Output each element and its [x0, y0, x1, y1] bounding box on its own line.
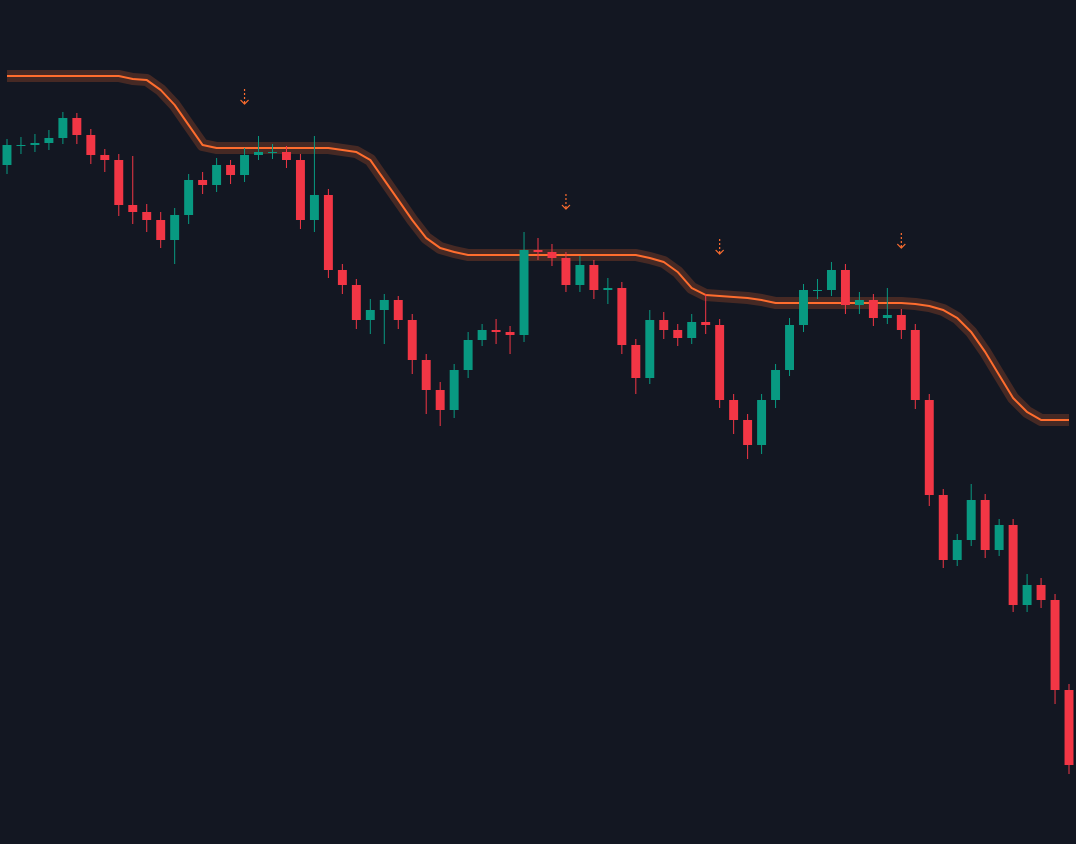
candle-body — [589, 265, 599, 290]
candle-body — [505, 332, 515, 335]
candle-body — [533, 250, 543, 252]
signal-arrow-head — [715, 249, 725, 255]
candle-body — [575, 265, 585, 285]
candle-body — [212, 165, 222, 185]
candle-body — [491, 330, 501, 332]
candle-body — [617, 288, 627, 345]
signal-arrow-head — [240, 99, 249, 105]
signal-arrow-head — [561, 204, 571, 210]
candle-body — [757, 400, 767, 445]
candle-body — [198, 180, 208, 185]
candle-body — [128, 205, 138, 212]
candle-body — [715, 325, 725, 400]
candle-body — [729, 400, 739, 420]
candle-body — [100, 155, 110, 160]
candle-body — [659, 320, 669, 330]
candle-body — [30, 143, 40, 145]
candle-body — [184, 180, 194, 215]
candle-body — [1064, 690, 1074, 765]
candle-body — [701, 322, 711, 325]
candle-body — [379, 300, 389, 310]
candle-body — [1022, 585, 1032, 605]
candle-body — [477, 330, 487, 340]
candle-body — [952, 540, 962, 560]
candle-body — [799, 290, 808, 325]
candle-body — [785, 325, 795, 370]
candle-body — [771, 370, 781, 400]
candle-body — [938, 495, 948, 560]
candle-body — [813, 290, 822, 291]
candle-body — [854, 300, 864, 305]
candle-body — [882, 315, 892, 318]
candle-body — [449, 370, 459, 410]
candle-body — [1008, 525, 1018, 605]
candle-body — [295, 160, 305, 220]
signal-arrow — [715, 239, 725, 255]
signal-arrow — [561, 194, 571, 210]
candle-body — [58, 118, 68, 138]
candle-body — [365, 310, 375, 320]
candle-body — [743, 420, 753, 445]
candle-body — [114, 160, 124, 205]
candle-body — [966, 500, 976, 540]
candle-body — [421, 360, 431, 390]
signal-arrow — [240, 89, 249, 105]
signal-arrow — [896, 233, 906, 249]
candle-body — [86, 135, 96, 155]
candle-body — [435, 390, 445, 410]
candle-body — [281, 152, 291, 160]
candle-body — [980, 500, 990, 550]
candle-body — [337, 270, 347, 285]
candle-body — [309, 195, 319, 220]
candle-body — [407, 320, 417, 360]
candle-body — [254, 152, 263, 155]
candle-body — [687, 322, 697, 338]
candle-body — [170, 215, 180, 240]
candle-body — [44, 138, 54, 143]
candle-body — [351, 285, 361, 320]
candle-body — [16, 145, 26, 146]
candle-body — [924, 400, 934, 495]
candle-body — [2, 145, 12, 165]
candle-body — [868, 300, 878, 318]
candle-body — [673, 330, 683, 338]
candle-body — [840, 270, 850, 305]
candle-body — [1036, 585, 1046, 600]
candle-body — [226, 165, 236, 175]
candle-body — [519, 250, 529, 335]
candle-body — [240, 155, 250, 175]
candle-body — [910, 330, 920, 400]
signal-arrow-head — [896, 243, 906, 249]
candle-body — [156, 220, 166, 240]
candle-body — [72, 118, 82, 135]
candle-body — [994, 525, 1004, 550]
candle-body — [142, 212, 152, 220]
candle-body — [323, 195, 333, 270]
candle-body — [463, 340, 473, 370]
candle-body — [561, 258, 571, 285]
candle-body — [268, 152, 277, 153]
candle-body — [631, 345, 641, 378]
candle-body — [1050, 600, 1060, 690]
candle-body — [826, 270, 836, 290]
candle-body — [896, 315, 906, 330]
candle-body — [603, 288, 613, 290]
candle-body — [393, 300, 403, 320]
candle-body — [547, 252, 557, 258]
candle-body — [645, 320, 655, 378]
